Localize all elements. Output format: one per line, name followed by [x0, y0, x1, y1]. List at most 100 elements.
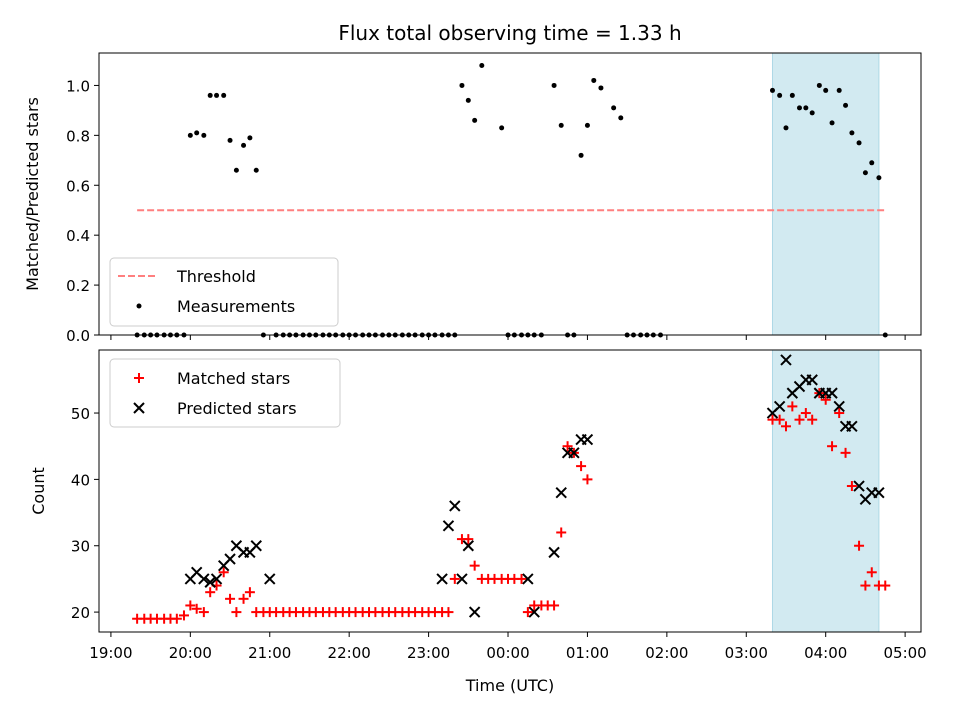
predicted-star-point [204, 576, 216, 588]
matched-star-point [218, 567, 229, 578]
matched-star-point [820, 394, 831, 405]
measurement-point [836, 87, 842, 93]
measurement-point [843, 102, 849, 108]
bottom-y-axis-label: Count [29, 467, 48, 515]
predicted-star-point [806, 374, 818, 386]
x-tick-label: 22:00 [328, 644, 371, 662]
bottom-legend: Matched stars Predicted stars [109, 358, 341, 428]
predicted-star-point [468, 606, 481, 618]
matched-star-point [860, 580, 871, 591]
measurement-point [201, 132, 207, 138]
y-tick-label: 0.0 [66, 327, 90, 345]
x-tick-label: 20:00 [169, 644, 212, 662]
measurement-point [551, 82, 557, 88]
predicted-star-point [833, 400, 845, 413]
top-axes-frame [98, 52, 922, 336]
chart-title: Flux total observing time = 1.33 h [338, 21, 681, 45]
bottom-x-ticks: 19:00 20:00 21:00 22:00 23:00 00:00 01:00 02:00… [89, 632, 927, 662]
matched-star-point [880, 580, 891, 591]
legend-measurements-swatch [136, 303, 142, 309]
measurement-point [803, 105, 809, 111]
matched-star-point [576, 461, 587, 472]
x-tick-label: 21:00 [248, 644, 291, 662]
measurement-point [856, 140, 862, 146]
x-tick-label: 03:00 [725, 644, 768, 662]
y-tick-label: 20 [71, 604, 90, 622]
matched-star-point [846, 481, 857, 492]
matched-star-point [463, 534, 474, 545]
measurement-point [598, 85, 604, 91]
measurement-point [499, 125, 505, 131]
y-tick-label: 40 [71, 471, 90, 489]
predicted-star-point [555, 486, 567, 499]
measurement-point [465, 97, 471, 103]
matched-star-point [178, 610, 189, 621]
matched-star-point [185, 600, 196, 611]
matched-star-point [225, 593, 236, 604]
predicted-star-point [436, 573, 448, 585]
matched-star-point [794, 414, 805, 425]
predicted-star-point [456, 573, 468, 585]
measurement-point [823, 87, 829, 93]
predicted-star-point [528, 606, 540, 618]
predicted-star-point [449, 500, 461, 512]
top-y-axis-label: Matched/Predicted stars [23, 97, 42, 291]
measurement-point [789, 92, 795, 98]
measurement-point [241, 142, 247, 148]
x-tick-label: 01:00 [566, 644, 609, 662]
x-tick-label: 04:00 [804, 644, 847, 662]
matched-star-point [840, 447, 851, 458]
measurement-point [611, 105, 617, 111]
y-tick-label: 0.4 [66, 227, 90, 245]
measurement-point [876, 175, 882, 181]
measurement-point [796, 105, 802, 111]
measurement-point [849, 130, 855, 136]
matched-star-point [198, 607, 209, 618]
measurement-point [247, 135, 253, 141]
matched-star-point [866, 567, 877, 578]
measurement-point [777, 92, 783, 98]
bottom-y-ticks: 20 30 40 50 [71, 405, 99, 622]
matched-star-point [556, 527, 567, 538]
predicted-star-point [442, 520, 455, 532]
predicted-star-point [264, 573, 276, 585]
legend-matched-label: Matched stars [177, 369, 290, 388]
matched-star-point [449, 573, 460, 584]
y-tick-label: 0.2 [66, 277, 90, 295]
top-highlight-span [771, 52, 880, 336]
predicted-star-point [780, 354, 792, 366]
matched-star-point [231, 607, 242, 618]
bottom-axes-frame [98, 349, 922, 633]
predicted-star-point [224, 553, 236, 565]
matched-star-point [774, 414, 785, 425]
measurement-point [187, 132, 193, 138]
x-tick-label: 02:00 [645, 644, 688, 662]
measurement-point [194, 130, 200, 136]
matched-star-point [549, 600, 560, 611]
predicted-star-point [826, 387, 838, 399]
measurement-point [584, 122, 590, 128]
matched-star-point [854, 540, 865, 551]
measurement-points [134, 62, 888, 338]
predicted-star-point [873, 486, 885, 499]
measurement-point [578, 152, 584, 158]
measurement-point [769, 87, 775, 93]
measurement-point [227, 137, 233, 143]
measurement-point [233, 167, 239, 173]
measurement-point [829, 120, 835, 126]
predicted-star-point [548, 546, 560, 559]
matched-star-point [191, 603, 202, 614]
matched-star-point [827, 441, 838, 452]
legend-threshold-label: Threshold [176, 267, 256, 286]
measurement-point [591, 77, 597, 83]
matched-star-point [787, 401, 798, 412]
y-tick-label: 50 [71, 405, 90, 423]
matched-star-point [582, 474, 593, 485]
matched-star-point [780, 421, 791, 432]
y-tick-label: 0.6 [66, 177, 90, 195]
top-y-ticks: 0.0 0.2 0.4 0.6 0.8 1.0 [66, 77, 99, 345]
matched-star-point [800, 408, 811, 419]
bottom-panel: 20 30 40 50 19:00 20:00 21:00 22:00 23:00 00:00 0… [29, 349, 927, 695]
x-tick-label: 05:00 [883, 644, 926, 662]
